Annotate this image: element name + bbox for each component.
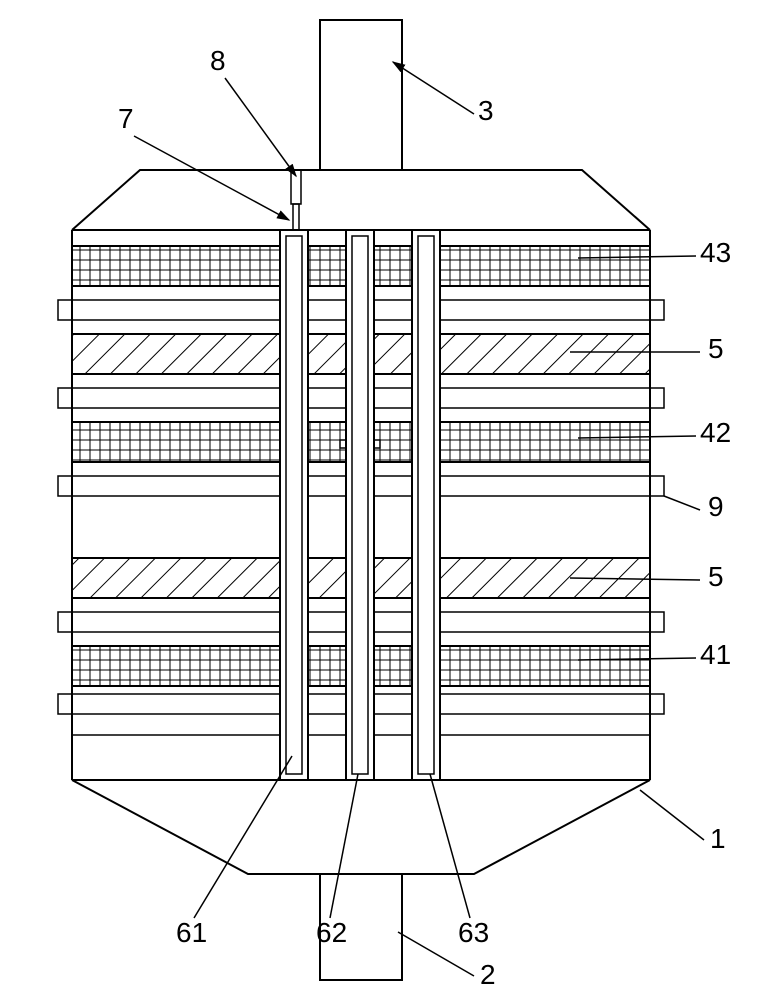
label-l42: 42	[700, 417, 731, 448]
label-l43: 43	[700, 237, 731, 268]
canvas-bg	[0, 0, 779, 1000]
label-l3: 3	[478, 95, 494, 126]
label-l5a: 5	[708, 333, 724, 364]
label-l1: 1	[710, 823, 726, 854]
label-l9: 9	[708, 491, 724, 522]
label-l2: 2	[480, 959, 496, 990]
label-l5b: 5	[708, 561, 724, 592]
label-l41: 41	[700, 639, 731, 670]
label-l63: 63	[458, 917, 489, 948]
label-l7: 7	[118, 103, 134, 134]
label-l8: 8	[210, 45, 226, 76]
label-l62: 62	[316, 917, 347, 948]
label-l61: 61	[176, 917, 207, 948]
